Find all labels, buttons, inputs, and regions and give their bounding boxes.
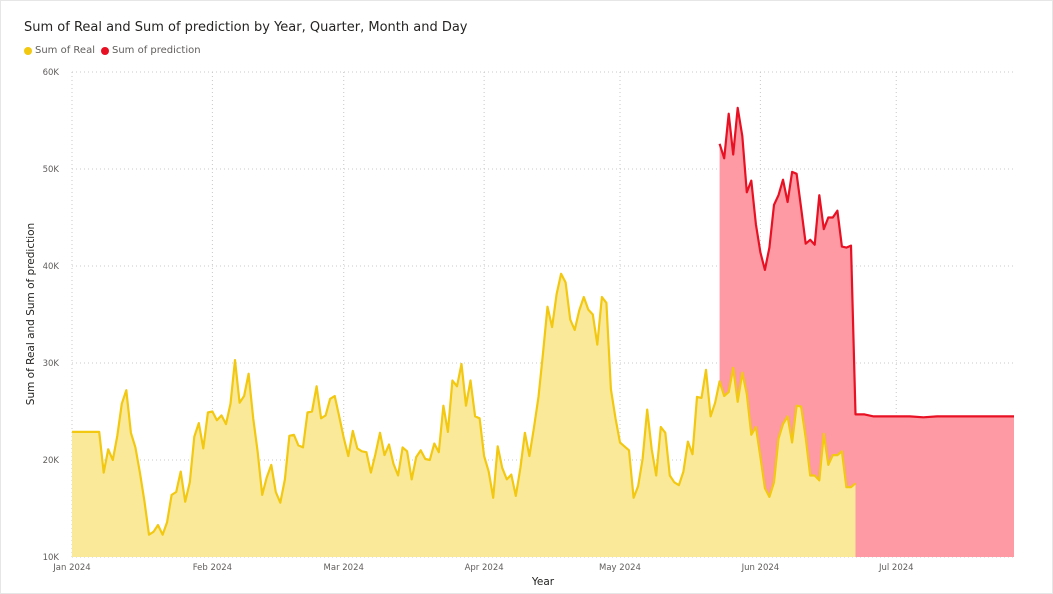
y-tick-label: 20K (43, 456, 60, 466)
y-tick-label: 40K (43, 262, 60, 272)
line-prediction[interactable] (718, 106, 1014, 419)
series-lines (72, 106, 1014, 536)
x-tick-label: Jun 2024 (741, 563, 780, 573)
x-tick-label: Mar 2024 (324, 563, 364, 573)
x-tick-label: May 2024 (599, 563, 641, 573)
x-tick-label: Jan 2024 (52, 563, 90, 573)
legend-marker-real (24, 46, 32, 55)
legend-marker-prediction (100, 46, 109, 55)
x-axis-title: Year (531, 576, 555, 588)
x-tick-label: Apr 2024 (465, 563, 504, 573)
x-tick-label: Jul 2024 (878, 563, 914, 573)
legend-label-real: Sum of Real (35, 45, 95, 56)
y-tick-label: 30K (43, 359, 60, 369)
y-tick-label: 60K (43, 68, 60, 78)
area-real (72, 273, 856, 557)
legend: Sum of Real Sum of prediction (24, 45, 201, 56)
y-axis: 10K 20K 30K 40K 50K 60K (43, 68, 60, 563)
legend-label-prediction: Sum of prediction (111, 45, 201, 56)
legend-item-prediction[interactable]: Sum of prediction (100, 45, 201, 56)
y-tick-label: 50K (43, 165, 60, 175)
y-axis-title: Sum of Real and Sum of prediction (25, 223, 37, 405)
series-areas (72, 107, 1014, 558)
line-real[interactable] (72, 272, 857, 536)
chart-title: Sum of Real and Sum of prediction by Yea… (24, 20, 468, 35)
x-axis: Jan 2024 Feb 2024 Mar 2024 Apr 2024 May 2024… (52, 563, 913, 573)
legend-item-real[interactable]: Sum of Real (24, 45, 95, 56)
x-tick-label: Feb 2024 (193, 563, 232, 573)
y-tick-label: 10K (43, 553, 60, 563)
